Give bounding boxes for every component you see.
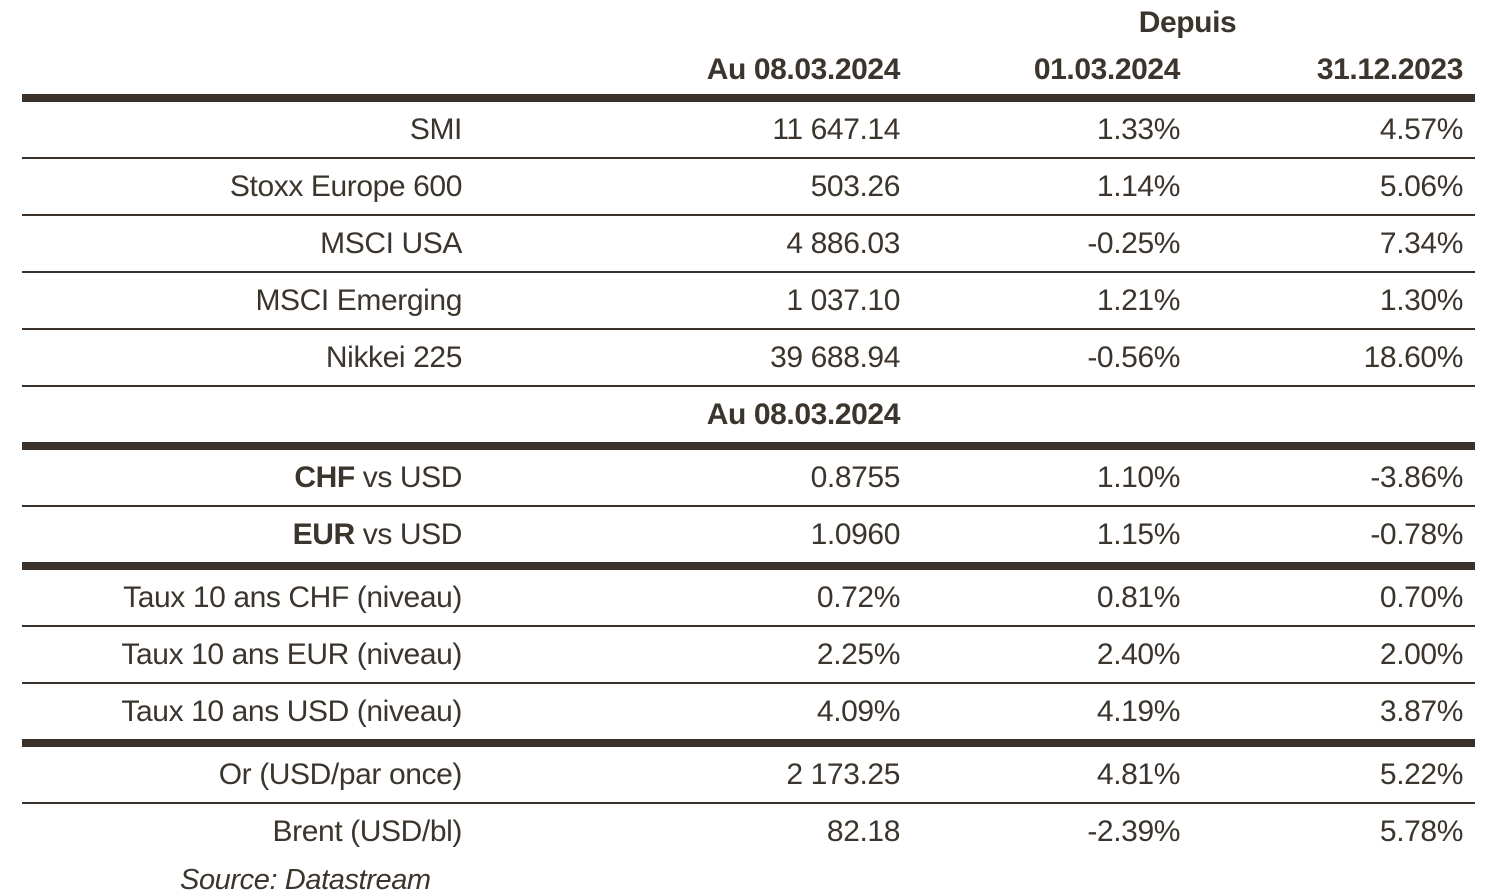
row-value-since-march: -0.25% [1087,226,1180,260]
table-row: Or (USD/par once) 2 173.25 4.81% 5.22% [22,743,1475,803]
table-row: Au 08.03.2024 [22,386,1475,446]
row-value-current: 4 886.03 [786,226,900,260]
row-label-text: Or (USD/par once) [218,757,463,791]
table-row: CHF vs USD 0.8755 1.10% -3.86% [22,446,1475,506]
spacer-cell [22,0,462,46]
row-value-since-yearend: 4.57% [1379,112,1463,146]
spacer-cell [22,46,462,98]
row-value-since-march [900,386,1180,446]
row-value-since-yearend: 2.00% [1379,637,1463,671]
table-row: MSCI USA 4 886.03 -0.25% 7.34% [22,215,1475,272]
row-label-text: Brent (USD/bl) [272,814,463,848]
column-header-current-date: Au 08.03.2024 [706,53,901,86]
table-row: Brent (USD/bl) 82.18 -2.39% 5.78% [22,803,1475,859]
row-label-bold-part: EUR [292,517,356,551]
row-label: Or (USD/par once) [22,743,463,803]
spacer-cell [1180,859,1475,892]
row-value-current: Au 08.03.2024 [706,397,901,431]
depuis-header-label: Depuis [1138,6,1237,39]
table-row: Taux 10 ans CHF (niveau) 0.72% 0.81% 0.7… [22,566,1475,626]
row-value-since-yearend: 5.06% [1379,169,1463,203]
row-label-text: Nikkei 225 [325,340,462,374]
row-label: EUR vs USD [22,506,463,566]
market-data-table: Depuis Au 08.03.2024 01.03.2024 31.12.20… [22,0,1475,892]
column-header-since-yearend: 31.12.2023 [1316,53,1464,86]
row-value-current: 39 688.94 [770,340,900,374]
row-value-current: 82.18 [826,814,900,848]
row-value-since-march: 4.19% [1096,694,1180,728]
row-label: Taux 10 ans CHF (niveau) [22,566,462,626]
table-row: MSCI Emerging 1 037.10 1.21% 1.30% [22,272,1475,329]
row-value-since-march: 0.81% [1096,580,1180,614]
row-value-since-yearend: -0.78% [1370,517,1463,551]
row-label: Nikkei 225 [22,329,462,386]
row-value-since-yearend: 1.30% [1379,283,1463,317]
row-value-since-march: 1.14% [1096,169,1180,203]
row-value-since-march: 2.40% [1096,637,1180,671]
row-label-text: Taux 10 ans USD (niveau) [121,694,462,728]
row-label-text: MSCI Emerging [255,283,462,317]
column-header-since-march: 01.03.2024 [1033,53,1181,86]
row-value-current: 1 037.10 [786,283,900,317]
row-value-current: 2 173.25 [786,757,900,791]
row-value-current: 2.25% [816,637,900,671]
row-value-since-yearend: -3.86% [1370,460,1463,494]
row-label-text: SMI [409,112,463,146]
row-value-since-march: 1.15% [1096,517,1180,551]
table-row: EUR vs USD 1.0960 1.15% -0.78% [22,506,1475,566]
row-label: Taux 10 ans EUR (niveau) [22,626,462,683]
row-label-text: vs USD [354,460,463,494]
row-value-since-yearend: 7.34% [1379,226,1463,260]
row-value-since-yearend: 3.87% [1379,694,1463,728]
row-label-text: Taux 10 ans CHF (niveau) [123,580,462,614]
row-value-current: 11 647.14 [772,112,900,146]
row-value-since-yearend: 18.60% [1363,340,1464,374]
row-value-current: 503.26 [810,169,901,203]
row-label-text: Taux 10 ans EUR (niveau) [121,637,462,671]
row-label-text: MSCI USA [320,226,462,260]
spacer-cell [462,859,900,892]
row-value-current: 0.8755 [810,460,901,494]
row-label-bold-part: CHF [294,460,355,494]
row-value-since-yearend: 5.22% [1379,757,1463,791]
row-label: MSCI USA [22,215,462,272]
row-value-since-yearend: 0.70% [1379,580,1463,614]
row-label: MSCI Emerging [22,272,462,329]
row-value-since-march: 1.21% [1096,283,1180,317]
table-row: Taux 10 ans EUR (niveau) 2.25% 2.40% 2.0… [22,626,1475,683]
spacer-cell [462,0,900,46]
table-row: Stoxx Europe 600 503.26 1.14% 5.06% [22,158,1475,215]
column-header-row: Au 08.03.2024 01.03.2024 31.12.2023 [22,46,1475,98]
source-label: Source: Datastream [180,864,431,892]
source-row: Source: Datastream [22,859,1475,892]
row-label [22,386,462,446]
table-row: Taux 10 ans USD (niveau) 4.09% 4.19% 3.8… [22,683,1475,743]
row-label: Taux 10 ans USD (niveau) [22,683,462,743]
row-value-since-march: -0.56% [1087,340,1180,374]
row-label: CHF vs USD [22,446,462,506]
depuis-header-row: Depuis [22,0,1475,46]
row-value-current: 1.0960 [810,517,901,551]
row-value-current: 0.72% [816,580,900,614]
row-label: Stoxx Europe 600 [22,158,462,215]
row-value-since-yearend: 5.78% [1379,814,1463,848]
row-label: SMI [22,98,463,158]
row-value-since-yearend [1180,386,1475,446]
row-value-since-march: 1.33% [1096,112,1180,146]
row-value-since-march: -2.39% [1087,814,1180,848]
row-value-current: 4.09% [816,694,900,728]
table-row: SMI 11 647.14 1.33% 4.57% [22,98,1475,158]
row-label: Brent (USD/bl) [22,803,463,859]
row-label-text: Stoxx Europe 600 [229,169,462,203]
row-label-text: vs USD [354,517,463,551]
table-row: Nikkei 225 39 688.94 -0.56% 18.60% [22,329,1475,386]
row-value-since-march: 4.81% [1096,757,1180,791]
spacer-cell [900,859,1180,892]
row-value-since-march: 1.10% [1096,460,1180,494]
